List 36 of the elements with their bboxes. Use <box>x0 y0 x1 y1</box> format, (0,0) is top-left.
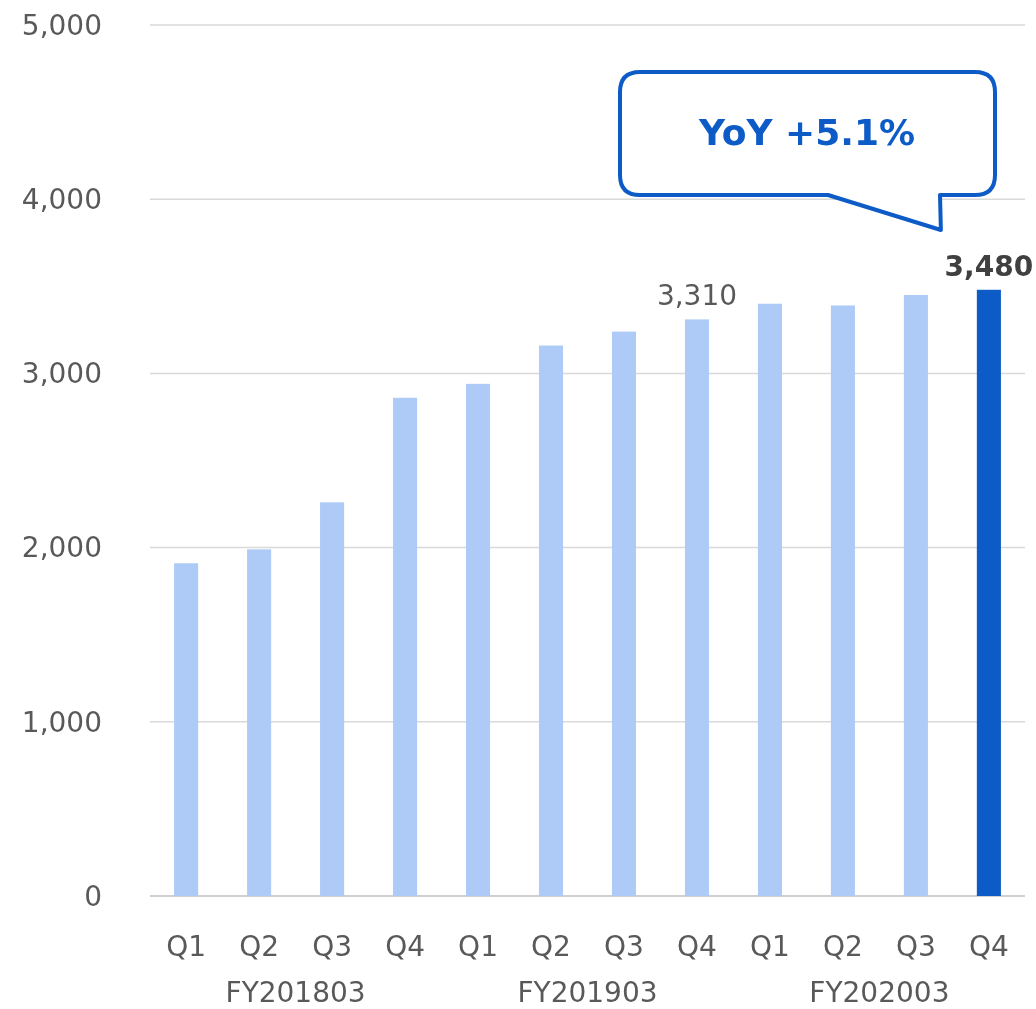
bar <box>684 319 710 896</box>
bar <box>247 549 272 896</box>
x-tick-label: Q2 <box>822 929 863 963</box>
annotation: YoY +5.1% <box>697 111 916 153</box>
y-tick-label: 5,000 <box>21 8 102 42</box>
bar <box>174 563 199 896</box>
y-tick-label: 2,000 <box>21 531 102 565</box>
data-label: 3,310 <box>656 279 738 313</box>
y-tick-label: 3,000 <box>21 357 102 391</box>
bar <box>903 295 928 896</box>
x-tick-label: Q1 <box>166 929 207 963</box>
bar <box>757 303 782 896</box>
y-tick-label: 4,000 <box>21 183 102 216</box>
y-tick-label: 0 <box>84 879 102 913</box>
x-tick-label: Q4 <box>968 929 1009 963</box>
bar <box>611 331 637 896</box>
bar <box>465 383 491 896</box>
y-tick-label: 1,000 <box>21 705 102 739</box>
text: FY202003 <box>809 975 950 1009</box>
x-tick-label: Q1 <box>750 929 790 963</box>
x-tick-label: Q3 <box>604 929 644 963</box>
x-tick-label: Q4 <box>385 929 425 963</box>
x-tick-label: Q1 <box>458 929 498 963</box>
x-tick-label: Q2 <box>531 929 571 963</box>
data-label: 3,480 <box>944 249 1034 283</box>
bar <box>393 397 418 896</box>
text: FY201903 <box>517 975 658 1009</box>
x-tick-label: Q2 <box>239 929 280 963</box>
x-tick-label: Q4 <box>677 929 717 963</box>
text: FY201803 <box>225 975 366 1009</box>
bar <box>320 502 345 896</box>
x-tick-label: Q3 <box>895 929 936 963</box>
bar <box>976 289 1001 896</box>
x-tick-label: Q3 <box>312 929 353 963</box>
bar <box>830 305 855 896</box>
bar <box>538 345 564 896</box>
